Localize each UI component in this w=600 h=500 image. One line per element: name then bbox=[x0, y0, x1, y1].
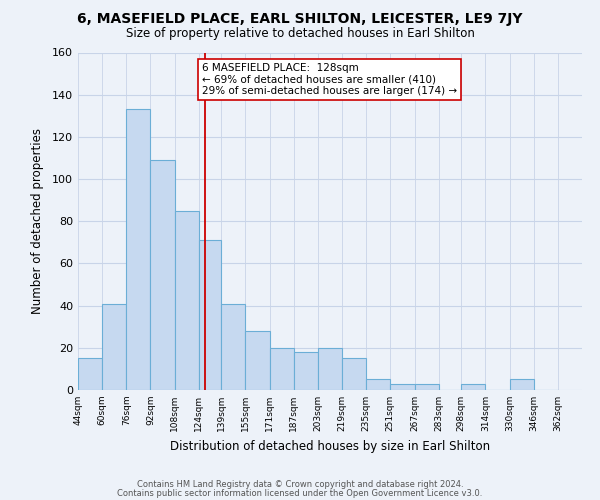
X-axis label: Distribution of detached houses by size in Earl Shilton: Distribution of detached houses by size … bbox=[170, 440, 490, 452]
Bar bbox=[221, 304, 245, 390]
Bar bbox=[269, 348, 294, 390]
Bar bbox=[318, 348, 342, 390]
Text: Contains HM Land Registry data © Crown copyright and database right 2024.: Contains HM Land Registry data © Crown c… bbox=[137, 480, 463, 489]
Bar bbox=[294, 352, 318, 390]
Bar bbox=[151, 160, 175, 390]
Text: Contains public sector information licensed under the Open Government Licence v3: Contains public sector information licen… bbox=[118, 488, 482, 498]
Bar bbox=[391, 384, 415, 390]
Bar bbox=[245, 331, 269, 390]
Bar bbox=[126, 110, 151, 390]
Bar bbox=[199, 240, 221, 390]
Text: Size of property relative to detached houses in Earl Shilton: Size of property relative to detached ho… bbox=[125, 28, 475, 40]
Bar bbox=[415, 384, 439, 390]
Bar bbox=[78, 358, 102, 390]
Bar bbox=[102, 304, 126, 390]
Bar bbox=[509, 380, 534, 390]
Bar bbox=[461, 384, 485, 390]
Text: 6, MASEFIELD PLACE, EARL SHILTON, LEICESTER, LE9 7JY: 6, MASEFIELD PLACE, EARL SHILTON, LEICES… bbox=[77, 12, 523, 26]
Bar bbox=[342, 358, 366, 390]
Y-axis label: Number of detached properties: Number of detached properties bbox=[31, 128, 44, 314]
Text: 6 MASEFIELD PLACE:  128sqm
← 69% of detached houses are smaller (410)
29% of sem: 6 MASEFIELD PLACE: 128sqm ← 69% of detac… bbox=[202, 63, 457, 96]
Bar bbox=[366, 380, 391, 390]
Bar bbox=[175, 210, 199, 390]
